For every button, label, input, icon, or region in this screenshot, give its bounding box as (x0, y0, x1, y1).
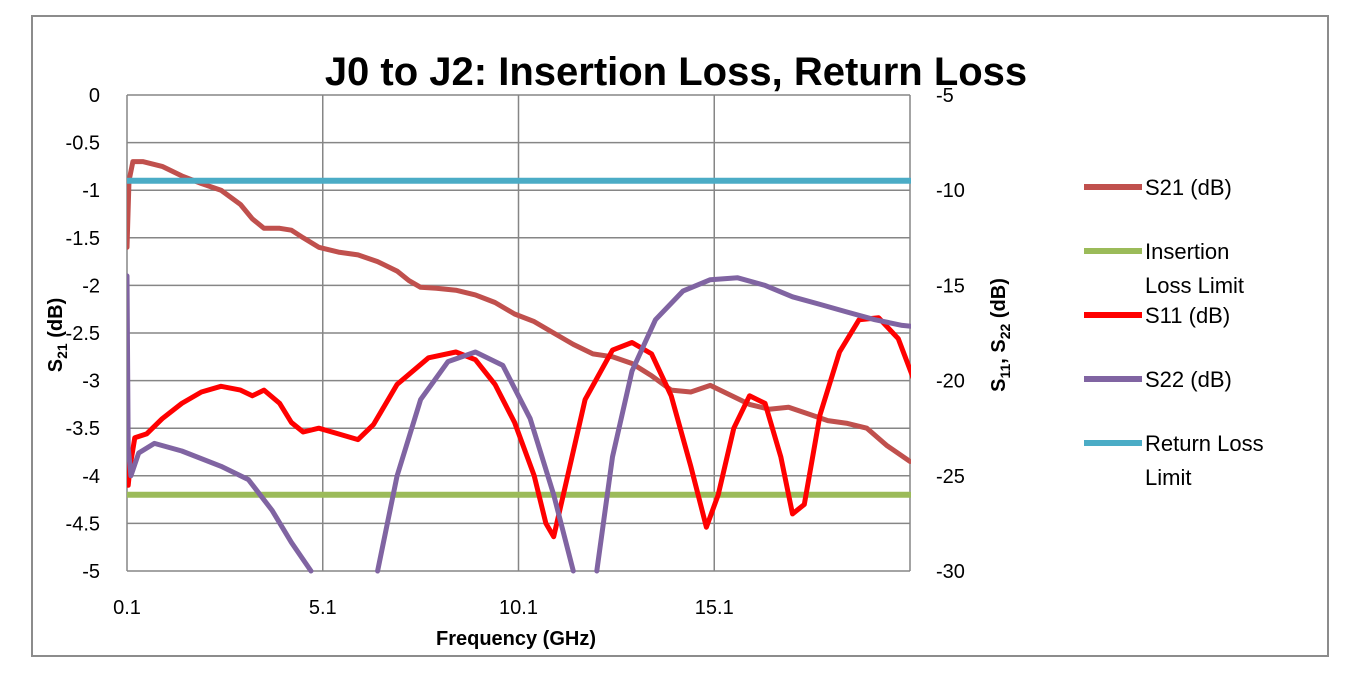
series-line-s11-db (127, 315, 911, 540)
legend-label: S22 (dB) (1145, 367, 1232, 392)
y-left-label-sub: 21 (54, 343, 70, 359)
y-left-tick-label: -1.5 (66, 228, 100, 250)
y-left-tick-label: -4 (82, 466, 100, 488)
y-right-label-sub2: 22 (997, 323, 1013, 339)
legend-label: Insertion (1145, 239, 1229, 264)
x-tick-label: 5.1 (309, 597, 337, 619)
series-line-s22-db (594, 275, 911, 574)
y-right-label-suffix: (dB) (988, 278, 1010, 324)
y-left-label-base: S (45, 359, 67, 372)
y-left-tick-label: -3 (82, 371, 100, 393)
legend: S21 (dB) Insertion Loss Limit S11 (dB) S22 (… (1084, 175, 1264, 490)
tick-labels: 0 -0.5 -1 -1.5 -2 -2.5 -3 -3.5 -4 -4.5 -5 0.1 5.1 10.… (66, 85, 965, 619)
y-right-tick-label: -10 (936, 180, 965, 202)
x-axis-label: Frequency (GHz) (436, 628, 596, 650)
y-axis-left-label: S21 (dB) (45, 298, 70, 372)
series-layer (127, 159, 911, 574)
y-right-tick-label: -30 (936, 561, 965, 583)
y-left-tick-label: -4.5 (66, 513, 100, 535)
y-axis-right-label: S11, S22 (dB) (988, 278, 1013, 392)
legend-label: Loss Limit (1145, 273, 1244, 298)
x-tick-label: 15.1 (695, 597, 734, 619)
y-left-tick-label: -5 (82, 561, 100, 583)
chart-frame (31, 15, 1329, 657)
legend-label: Return Loss (1145, 431, 1264, 456)
y-left-tick-label: -3.5 (66, 418, 100, 440)
y-right-tick-label: -20 (936, 371, 965, 393)
x-tick-label: 10.1 (499, 597, 538, 619)
y-left-tick-label: -2 (82, 275, 100, 297)
y-right-label-mid: , S (988, 339, 1010, 363)
legend-label: S21 (dB) (1145, 175, 1232, 200)
y-right-label-base1: S (988, 379, 1010, 392)
legend-label: Limit (1145, 465, 1191, 490)
y-right-tick-label: -25 (936, 466, 965, 488)
y-right-label-sub1: 11 (997, 364, 1013, 379)
legend-label: S11 (dB) (1145, 303, 1230, 328)
y-left-tick-label: -1 (82, 180, 100, 202)
y-right-tick-label: -15 (936, 275, 965, 297)
x-tick-label: 0.1 (113, 597, 141, 619)
grid (126, 94, 911, 572)
y-right-tick-label: -5 (936, 85, 954, 107)
y-left-tick-label: -0.5 (66, 133, 100, 155)
series-line-s22-db (127, 273, 314, 574)
chart-title: J0 to J2: Insertion Loss, Return Loss (325, 50, 1027, 94)
series-line-s21-db (127, 159, 911, 464)
y-left-tick-label: 0 (89, 85, 100, 107)
y-left-label-suffix: (dB) (45, 298, 67, 344)
series-line-s22-db (375, 349, 576, 574)
y-left-tick-label: -2.5 (66, 323, 100, 345)
